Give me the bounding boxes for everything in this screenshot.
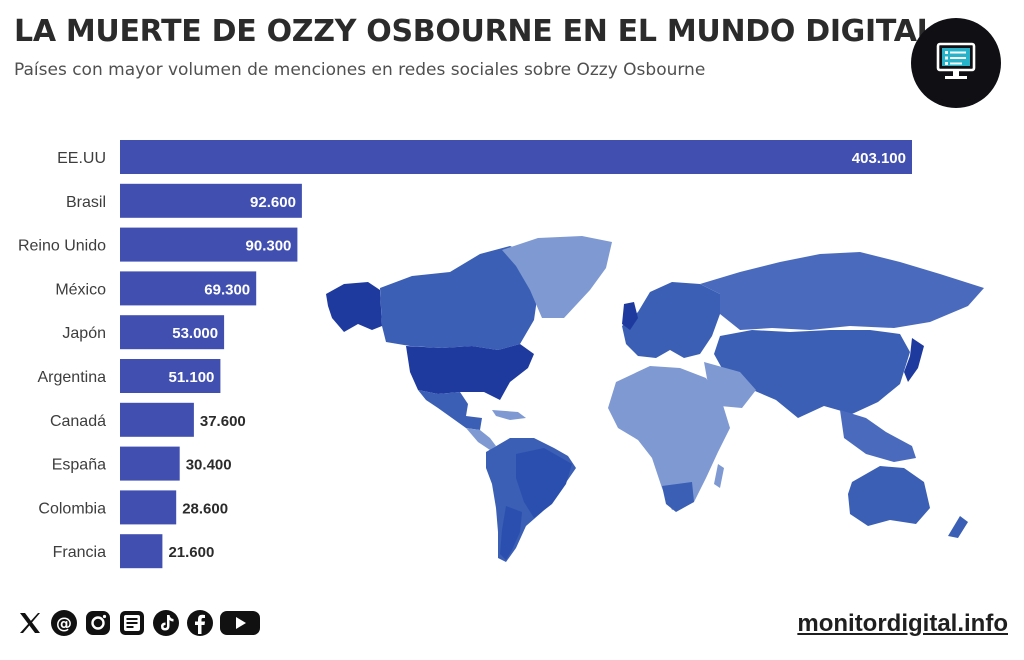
value-label: 28.600 xyxy=(182,500,228,517)
svg-text:@: @ xyxy=(56,614,72,633)
newsletter-icon[interactable] xyxy=(116,607,148,639)
bar-chart: EE.UU 403.100 Brasil 92.600 Reino Unido 90.30… xyxy=(18,140,912,569)
map-asia xyxy=(714,330,910,418)
map-greenland xyxy=(502,236,612,318)
bar xyxy=(120,183,302,218)
bar xyxy=(120,271,257,306)
chart-title: LA MUERTE DE OZZY OSBOURNE EN EL MUNDO D… xyxy=(14,14,936,49)
map-canada xyxy=(380,246,538,350)
bar xyxy=(120,227,298,262)
map-uk xyxy=(622,302,638,330)
bar xyxy=(120,402,194,437)
map-europe xyxy=(622,282,720,358)
bar xyxy=(120,534,163,569)
monitor-icon xyxy=(936,42,976,79)
chart-subtitle: Países con mayor volumen de menciones en… xyxy=(14,60,706,80)
map-africa xyxy=(608,366,730,510)
bar xyxy=(120,359,221,393)
youtube-icon[interactable] xyxy=(218,607,262,639)
category-label: Canadá xyxy=(50,413,106,430)
map-southeast-asia xyxy=(840,410,916,462)
value-label: 21.600 xyxy=(168,544,214,561)
map-mexico xyxy=(418,390,482,430)
value-label: 30.400 xyxy=(186,457,232,474)
category-label: México xyxy=(55,281,106,298)
category-label: Argentina xyxy=(38,369,107,386)
map-argentina xyxy=(500,506,522,560)
map-caribbean xyxy=(492,410,526,420)
monitor-logo[interactable] xyxy=(911,18,1001,108)
bar xyxy=(120,140,912,174)
map-japan xyxy=(904,338,924,382)
category-label: Colombia xyxy=(38,500,106,517)
map-alaska xyxy=(326,282,382,332)
map-usa xyxy=(406,344,534,400)
value-label: 90.300 xyxy=(246,238,292,255)
social-icons: @ xyxy=(14,606,262,640)
category-label: Reino Unido xyxy=(18,238,106,255)
facebook-icon[interactable] xyxy=(184,607,216,639)
map-brazil xyxy=(516,448,572,518)
bar xyxy=(120,490,177,525)
map-australia xyxy=(848,466,930,526)
tiktok-icon[interactable] xyxy=(150,607,182,639)
value-label: 403.100 xyxy=(852,150,906,167)
site-link[interactable]: monitordigital.info xyxy=(797,610,1008,637)
map-madagascar xyxy=(714,464,724,488)
value-label: 51.100 xyxy=(169,369,215,386)
world-map xyxy=(326,236,984,562)
value-label: 92.600 xyxy=(250,194,296,211)
map-russia xyxy=(700,252,984,330)
category-label: Francia xyxy=(53,544,106,561)
value-label: 69.300 xyxy=(204,281,250,298)
map-new-zealand xyxy=(948,516,968,538)
bar xyxy=(120,446,180,481)
category-label: EE.UU xyxy=(57,150,106,167)
map-central-america xyxy=(466,428,496,450)
category-label: Japón xyxy=(62,325,106,342)
map-south-africa xyxy=(662,482,694,512)
x-icon[interactable] xyxy=(14,607,46,639)
category-label: Brasil xyxy=(66,194,106,211)
value-label: 53.000 xyxy=(172,325,218,342)
value-label: 37.600 xyxy=(200,413,246,430)
instagram-icon[interactable] xyxy=(82,607,114,639)
category-label: España xyxy=(52,457,106,474)
bar xyxy=(120,315,225,350)
threads-icon[interactable]: @ xyxy=(48,607,80,639)
